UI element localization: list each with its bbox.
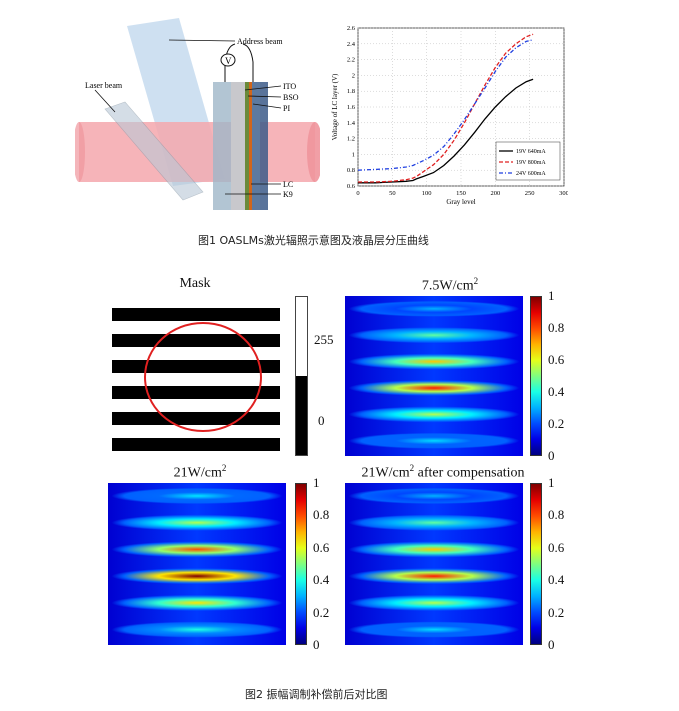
mask-image bbox=[112, 300, 280, 458]
y-tick-label: 1.8 bbox=[347, 88, 355, 95]
ito-layer bbox=[245, 82, 249, 210]
colorbar-tick: 0 bbox=[318, 413, 325, 429]
x-axis-label: Gray level bbox=[446, 198, 475, 206]
x-tick-label: 250 bbox=[525, 190, 535, 197]
k9-label: K9 bbox=[283, 190, 293, 199]
legend-label: 19V 640mA bbox=[516, 149, 546, 155]
x-tick-label: 100 bbox=[422, 190, 432, 197]
x-tick-label: 150 bbox=[456, 190, 466, 197]
oaslm-schematic: V Address beam Laser beam ITO BSO PI LC … bbox=[75, 14, 320, 214]
colorbar-tick: 0.6 bbox=[548, 540, 564, 556]
y-tick-label: 2.2 bbox=[347, 57, 355, 64]
panel-title-21: 21W/cm2 bbox=[150, 463, 250, 482]
colorbar-tick: 1 bbox=[313, 475, 320, 491]
colorbar-tick: 1 bbox=[548, 475, 555, 491]
y-tick-label: 2.6 bbox=[347, 25, 356, 32]
bso-layer bbox=[231, 82, 245, 210]
svg-text:V: V bbox=[225, 56, 232, 66]
colorbar-tick: 0.6 bbox=[548, 352, 564, 368]
x-tick-label: 200 bbox=[490, 190, 500, 197]
mask-stripe bbox=[112, 308, 280, 321]
colorbar-tick: 0.2 bbox=[548, 605, 564, 621]
y-tick-label: 1.6 bbox=[347, 104, 356, 111]
legend-label: 19V 800mA bbox=[516, 160, 546, 166]
intensity-map-21 bbox=[108, 483, 286, 645]
mask-colorbar bbox=[295, 296, 308, 456]
lc-layer bbox=[249, 82, 252, 210]
x-tick-label: 300 bbox=[559, 190, 568, 197]
panel-title-21-compensated: 21W/cm2 after compensation bbox=[338, 463, 548, 482]
y-tick-label: 2.4 bbox=[347, 41, 356, 48]
colorbar-tick: 0.4 bbox=[548, 572, 564, 588]
intensity-map-7-5 bbox=[345, 296, 523, 456]
mask-stripe bbox=[112, 438, 280, 451]
colorbar-tick: 255 bbox=[314, 332, 334, 348]
figure1-caption: 图1 OASLMs激光辐照示意图及液晶层分压曲线 bbox=[198, 232, 429, 248]
y-tick-label: 1 bbox=[352, 151, 355, 158]
compensation-region-circle bbox=[144, 322, 262, 432]
x-tick-label: 50 bbox=[389, 190, 396, 197]
colorbar-tick: 0.2 bbox=[313, 605, 329, 621]
lc-label: LC bbox=[283, 180, 293, 189]
colorbar-tick: 1 bbox=[548, 288, 555, 304]
jet-colorbar bbox=[530, 483, 542, 645]
panel-title-7-5: 7.5W/cm2 bbox=[380, 276, 520, 295]
colorbar-tick: 0.8 bbox=[548, 320, 564, 336]
k9-layer bbox=[213, 82, 231, 210]
y-tick-label: 2 bbox=[352, 72, 355, 79]
y-axis-label: Voltage of LC layer (V) bbox=[331, 73, 339, 140]
colorbar-tick: 0 bbox=[548, 637, 555, 653]
pi-label: PI bbox=[283, 104, 290, 113]
colorbar-tick: 0.8 bbox=[313, 507, 329, 523]
mask-title: Mask bbox=[160, 276, 230, 292]
x-tick-label: 0 bbox=[356, 190, 359, 197]
figure2-caption: 图2 振幅调制补偿前后对比图 bbox=[245, 686, 388, 702]
legend-label: 24V 600mA bbox=[516, 171, 546, 177]
laser-beam bbox=[79, 122, 315, 182]
colorbar-tick: 0.8 bbox=[548, 507, 564, 523]
ito-label: ITO bbox=[283, 82, 296, 91]
colorbar-tick: 0 bbox=[548, 448, 555, 464]
pi-layer bbox=[252, 82, 260, 210]
lc-voltage-chart: 0 50 100 150 200 250 300 0.6 0.8 1 1.2 1.4 1.6 1.8 2 2.… bbox=[328, 20, 568, 218]
colorbar-tick: 0.6 bbox=[313, 540, 329, 556]
y-tick-label: 1.4 bbox=[347, 120, 356, 127]
jet-colorbar bbox=[530, 296, 542, 456]
colorbar-tick: 0 bbox=[313, 637, 320, 653]
address-beam-label: Address beam bbox=[237, 37, 283, 46]
colorbar-tick: 0.2 bbox=[548, 416, 564, 432]
laser-beam-label: Laser beam bbox=[85, 81, 123, 90]
colorbar-tick: 0.4 bbox=[548, 384, 564, 400]
jet-colorbar bbox=[295, 483, 307, 645]
bso-label: BSO bbox=[283, 93, 299, 102]
y-tick-label: 0.8 bbox=[347, 167, 355, 174]
intensity-map-21-compensated bbox=[345, 483, 523, 645]
colorbar-tick: 0.4 bbox=[313, 572, 329, 588]
y-tick-label: 1.2 bbox=[347, 136, 355, 143]
y-tick-label: 0.6 bbox=[347, 183, 356, 190]
